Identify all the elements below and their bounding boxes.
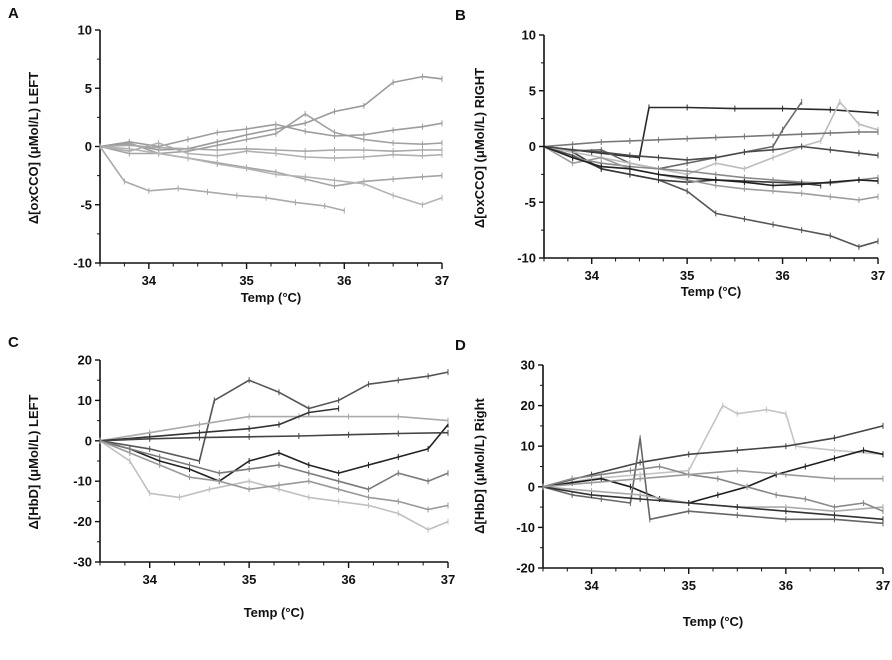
panel-b-letter: B bbox=[455, 7, 466, 24]
panel-b-x-tick-label: 35 bbox=[680, 268, 694, 283]
panel-d-y-tick-label: 0 bbox=[528, 479, 535, 494]
panel-c-series-line bbox=[99, 440, 449, 491]
panel-d-x-tick-label: 37 bbox=[876, 578, 890, 593]
panel-c-series-line bbox=[99, 371, 449, 462]
panel-a-letter: A bbox=[8, 5, 19, 22]
panel-d-y-axis-title: Δ[HbD] (μMol/L) Right bbox=[472, 397, 487, 533]
panel-c-y-axis-title: Δ[HbD] (μMol/L) LEFT bbox=[26, 394, 41, 529]
panel-a-x-tick-label: 36 bbox=[337, 273, 351, 288]
panel-d-y-tick-label: 10 bbox=[521, 439, 535, 454]
panel-c-y-tick-label: -30 bbox=[73, 555, 92, 570]
panel-d: D 30 20 10 0 -10 -20 34 35 36 37 Temp (°C) Δ[HbD] (μ… bbox=[455, 337, 890, 629]
panel-b-series-line bbox=[543, 101, 879, 176]
panel-b-x-tick-label: 34 bbox=[584, 268, 599, 283]
panel-d-y-tick-label: -20 bbox=[516, 561, 535, 576]
panel-a-x-tick-label: 34 bbox=[142, 273, 157, 288]
panel-b: B 10 5 0 -5 -10 34 35 36 37 Temp (°C) Δ[oxCCO] (μMo… bbox=[455, 7, 885, 299]
panel-d-y-tick-label: 30 bbox=[521, 358, 535, 373]
panel-b-y-tick-label: 0 bbox=[529, 139, 536, 154]
panel-b-y-tick-label: 5 bbox=[529, 83, 536, 98]
panel-c-x-tick-label: 36 bbox=[341, 572, 355, 587]
panel-d-x-tick-label: 36 bbox=[779, 578, 793, 593]
panel-d-x-tick-label: 35 bbox=[681, 578, 695, 593]
panel-c-y-tick-label: -20 bbox=[73, 514, 92, 529]
panel-d-y-tick-label: -10 bbox=[516, 520, 535, 535]
panel-a-y-tick-label: -5 bbox=[80, 197, 92, 212]
panel-d-y-tick-label: 20 bbox=[521, 398, 535, 413]
panel-c-series-line bbox=[99, 431, 449, 442]
panel-b-y-tick-label: -5 bbox=[524, 195, 536, 210]
panel-a-x-tick-label: 35 bbox=[239, 273, 253, 288]
panel-a-series-line bbox=[99, 75, 443, 151]
panel-b-y-tick-label: -10 bbox=[517, 251, 536, 266]
panel-c-x-axis-title: Temp (°C) bbox=[244, 605, 305, 620]
panel-c-series-line bbox=[99, 415, 449, 442]
panel-a-series-line bbox=[99, 146, 345, 212]
panel-a: A 10 5 0 -5 -10 34 35 36 37 Temp (°C) Δ[oxCCO] (μMo… bbox=[8, 5, 449, 305]
panel-b-x-tick-label: 36 bbox=[775, 268, 789, 283]
panel-c-x-tick-label: 35 bbox=[242, 572, 256, 587]
panel-c-x-tick-label: 37 bbox=[441, 572, 455, 587]
panel-b-x-tick-label: 37 bbox=[871, 268, 885, 283]
panel-a-y-tick-label: 5 bbox=[85, 81, 92, 96]
panel-c-y-tick-label: 0 bbox=[85, 433, 92, 448]
panel-d-series-line bbox=[542, 425, 884, 488]
panel-d-x-axis-title: Temp (°C) bbox=[683, 614, 744, 629]
panel-c-y-tick-label: 20 bbox=[78, 353, 92, 368]
panel-b-y-tick-label: 10 bbox=[522, 28, 536, 43]
panel-c-x-tick-label: 34 bbox=[142, 572, 157, 587]
panel-c-y-tick-label: 10 bbox=[78, 393, 92, 408]
panel-a-y-axis-title: Δ[oxCCO] (μMol/L) LEFT bbox=[26, 72, 41, 224]
panel-c-letter: C bbox=[8, 334, 19, 351]
panel-a-y-tick-label: 10 bbox=[78, 23, 92, 38]
panel-b-series-line bbox=[543, 145, 879, 161]
panel-c-y-tick-label: -10 bbox=[73, 474, 92, 489]
panel-b-x-axis-title: Temp (°C) bbox=[681, 284, 742, 299]
panel-a-x-axis-title: Temp (°C) bbox=[241, 290, 302, 305]
panel-d-series-line bbox=[542, 469, 883, 488]
panel-a-y-tick-label: -10 bbox=[73, 256, 92, 271]
panel-d-letter: D bbox=[455, 337, 466, 354]
panel-d-series-line bbox=[542, 486, 884, 521]
panel-a-x-tick-label: 37 bbox=[435, 273, 449, 288]
panel-a-y-tick-label: 0 bbox=[85, 139, 92, 154]
panel-d-series-line bbox=[542, 486, 884, 513]
panel-d-x-tick-label: 34 bbox=[584, 578, 599, 593]
panel-c: C 20 10 0 -10 -20 -30 34 35 36 37 Temp (°C) Δ[HbD] (… bbox=[8, 334, 455, 620]
panel-b-series-line bbox=[543, 131, 878, 148]
panel-b-y-axis-title: Δ[oxCCO] (μMol/L) RIGHT bbox=[472, 68, 487, 228]
